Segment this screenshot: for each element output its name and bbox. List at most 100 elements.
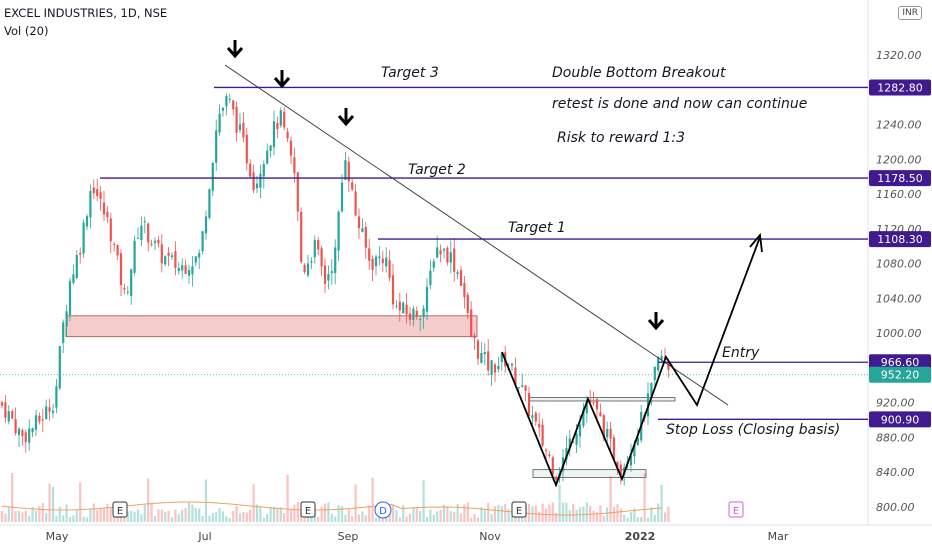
candle-body xyxy=(514,367,517,385)
candle-body xyxy=(344,160,347,180)
x-tick-label: Nov xyxy=(479,530,501,543)
volume-bar xyxy=(276,508,279,522)
volume-bar xyxy=(663,512,667,522)
candle-body xyxy=(153,240,157,243)
candle-body xyxy=(255,183,259,189)
volume-bar xyxy=(480,507,483,522)
volume-bar xyxy=(31,507,34,522)
volume-bar xyxy=(609,476,612,522)
candle-body xyxy=(96,189,99,197)
level-tag xyxy=(869,354,931,371)
candle-body xyxy=(198,253,201,258)
volume-bar xyxy=(412,507,415,522)
candle-body xyxy=(51,410,55,413)
volume-bar xyxy=(79,482,82,522)
volume-bar xyxy=(351,516,354,522)
candle-body xyxy=(143,221,146,223)
volume-bar xyxy=(371,477,374,522)
candle-body xyxy=(334,247,337,273)
volume-bar xyxy=(585,502,588,522)
candle-body xyxy=(473,335,476,339)
volume-bar xyxy=(92,503,95,522)
candle-body xyxy=(72,274,75,283)
candle-body xyxy=(249,163,252,177)
candle-body xyxy=(378,256,381,259)
volume-bar xyxy=(357,514,361,522)
volume-bar xyxy=(660,484,663,522)
volume-bar xyxy=(476,517,480,522)
volume-bar xyxy=(0,510,4,522)
x-tick-label: May xyxy=(46,530,69,543)
candle-body xyxy=(555,477,558,480)
candle-body xyxy=(232,100,235,110)
candle-body xyxy=(466,294,469,313)
candle-body xyxy=(609,428,612,439)
candle-body xyxy=(330,271,333,273)
candle-body xyxy=(619,464,622,475)
volume-bar xyxy=(269,506,272,522)
volume-bar xyxy=(592,510,595,522)
volume-bar xyxy=(11,472,14,522)
double-bottom-pattern xyxy=(501,236,761,488)
volume-bar xyxy=(191,504,194,522)
volume-bar xyxy=(327,502,330,522)
candle-body xyxy=(147,223,150,243)
candle-body xyxy=(174,251,177,268)
volume-indicator-label[interactable]: Vol (20) xyxy=(4,24,49,38)
volume-bar xyxy=(167,510,170,522)
down-arrow-icon xyxy=(226,47,244,59)
candle-body xyxy=(0,402,4,406)
volume-bar xyxy=(558,484,561,522)
volume-ma-line xyxy=(1,501,663,516)
candle-body xyxy=(116,244,119,256)
candle-body xyxy=(317,239,320,250)
volume-bar xyxy=(544,508,548,522)
volume-bar xyxy=(113,512,116,522)
volume-bar xyxy=(323,503,327,522)
volume-bar xyxy=(555,512,558,522)
volume-bar xyxy=(99,507,102,522)
candle-body xyxy=(412,308,415,320)
candle-body xyxy=(633,443,636,457)
volume-bar xyxy=(340,506,344,522)
candle-body xyxy=(242,122,245,138)
candle-body xyxy=(279,110,282,126)
volume-bar xyxy=(507,508,510,522)
candle-body xyxy=(272,121,276,148)
candle-body xyxy=(184,265,187,274)
volume-bar xyxy=(187,502,191,522)
volume-bar xyxy=(38,506,41,522)
volume-bar xyxy=(402,505,405,522)
x-tick-label: Sep xyxy=(338,530,359,543)
down-arrow-icon xyxy=(337,115,355,127)
candle-body xyxy=(493,364,497,373)
volume-bar xyxy=(106,503,109,522)
candle-body xyxy=(266,150,269,164)
volume-bar xyxy=(204,479,208,522)
candle-body xyxy=(544,449,548,451)
volume-bar xyxy=(75,510,78,522)
volume-bar xyxy=(436,511,439,522)
candle-body xyxy=(446,247,449,263)
volume-bar xyxy=(657,503,660,522)
candle-body xyxy=(578,424,582,437)
volume-bar xyxy=(164,511,167,522)
candle-body xyxy=(28,428,31,443)
candle-body xyxy=(293,157,296,174)
candle-body xyxy=(286,131,289,139)
candle-body xyxy=(126,291,129,293)
candle-body xyxy=(160,244,163,264)
candle-body xyxy=(374,256,378,267)
down-arrow-icon xyxy=(647,319,665,331)
volume-bar xyxy=(262,517,265,522)
candle-body xyxy=(85,216,89,227)
candle-body xyxy=(289,140,293,156)
volume-bar xyxy=(58,506,61,522)
candle-body xyxy=(102,202,106,215)
currency-badge[interactable]: INR xyxy=(898,6,922,20)
volume-bar xyxy=(364,515,367,522)
candle-body xyxy=(45,406,48,420)
candle-body xyxy=(534,412,537,422)
volume-bar xyxy=(225,516,228,522)
